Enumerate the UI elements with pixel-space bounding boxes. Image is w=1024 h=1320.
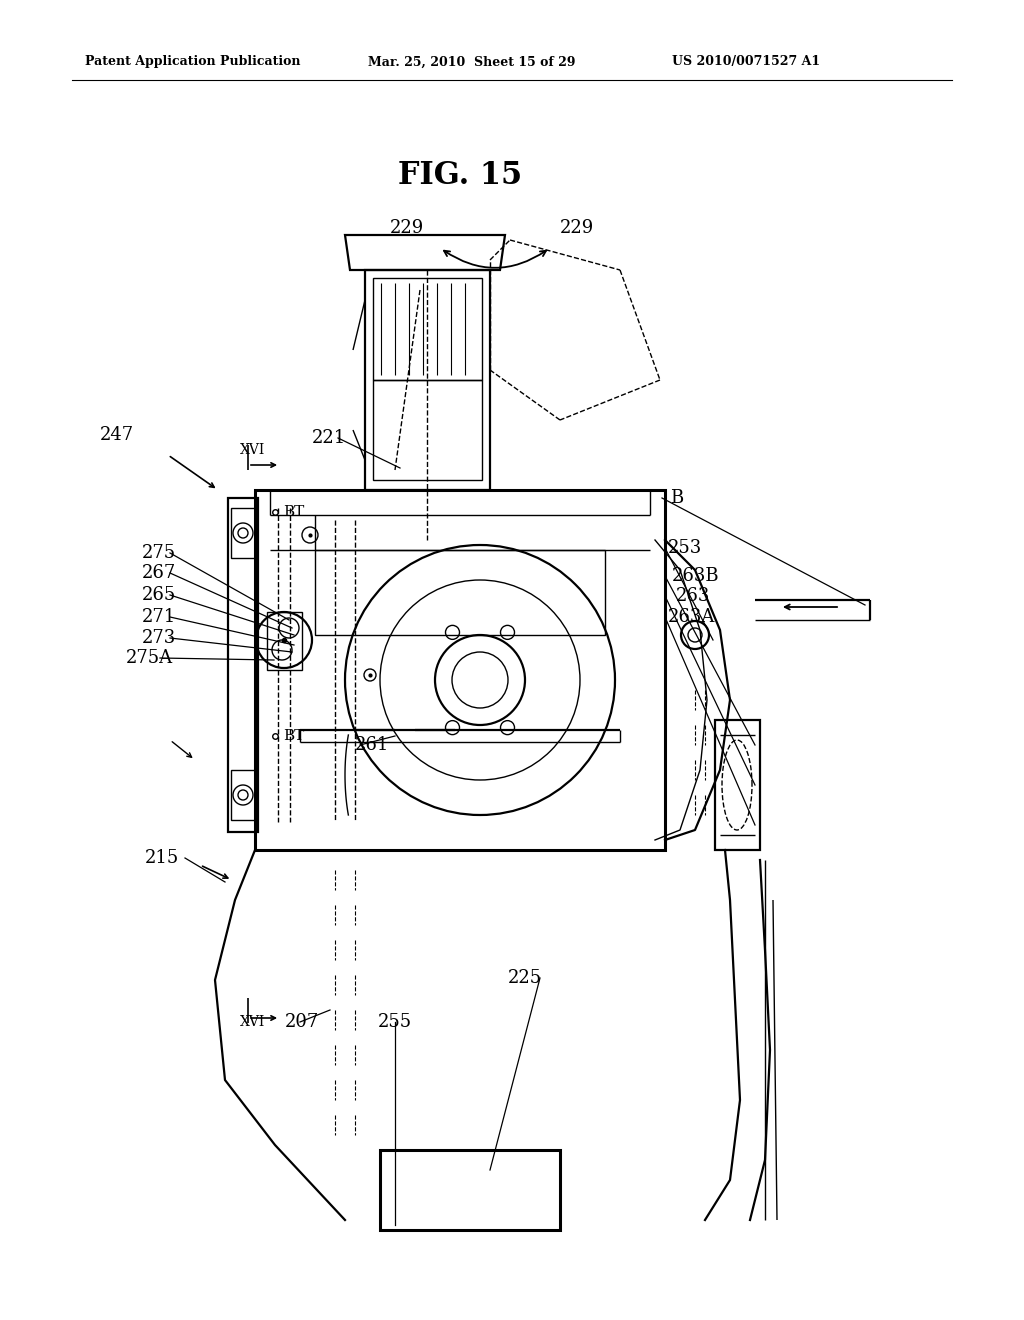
Text: 247: 247 bbox=[100, 426, 134, 444]
Text: 261: 261 bbox=[355, 737, 389, 754]
Text: FIG. 15: FIG. 15 bbox=[398, 160, 522, 190]
Text: 255: 255 bbox=[378, 1012, 412, 1031]
Text: BT: BT bbox=[283, 729, 304, 743]
Text: XVI: XVI bbox=[240, 1015, 265, 1030]
Text: 229: 229 bbox=[560, 219, 594, 238]
Text: Patent Application Publication: Patent Application Publication bbox=[85, 55, 300, 69]
Text: 221: 221 bbox=[312, 429, 346, 447]
Text: 263: 263 bbox=[676, 587, 711, 605]
Text: 263A: 263A bbox=[668, 609, 716, 626]
Text: XVI: XVI bbox=[240, 444, 265, 457]
Text: B: B bbox=[670, 488, 683, 507]
Text: 271: 271 bbox=[142, 609, 176, 626]
Text: 215: 215 bbox=[145, 849, 179, 867]
Text: Mar. 25, 2010  Sheet 15 of 29: Mar. 25, 2010 Sheet 15 of 29 bbox=[368, 55, 575, 69]
Text: 263B: 263B bbox=[672, 568, 720, 585]
Text: 253: 253 bbox=[668, 539, 702, 557]
Text: 229: 229 bbox=[390, 219, 424, 238]
Text: 273: 273 bbox=[142, 630, 176, 647]
Text: 275A: 275A bbox=[126, 649, 173, 667]
Text: BT: BT bbox=[283, 506, 304, 519]
Text: 225: 225 bbox=[508, 969, 542, 987]
Text: 207: 207 bbox=[285, 1012, 319, 1031]
Text: 265: 265 bbox=[142, 586, 176, 605]
Text: 275: 275 bbox=[142, 544, 176, 562]
Text: US 2010/0071527 A1: US 2010/0071527 A1 bbox=[672, 55, 820, 69]
Text: 267: 267 bbox=[142, 564, 176, 582]
